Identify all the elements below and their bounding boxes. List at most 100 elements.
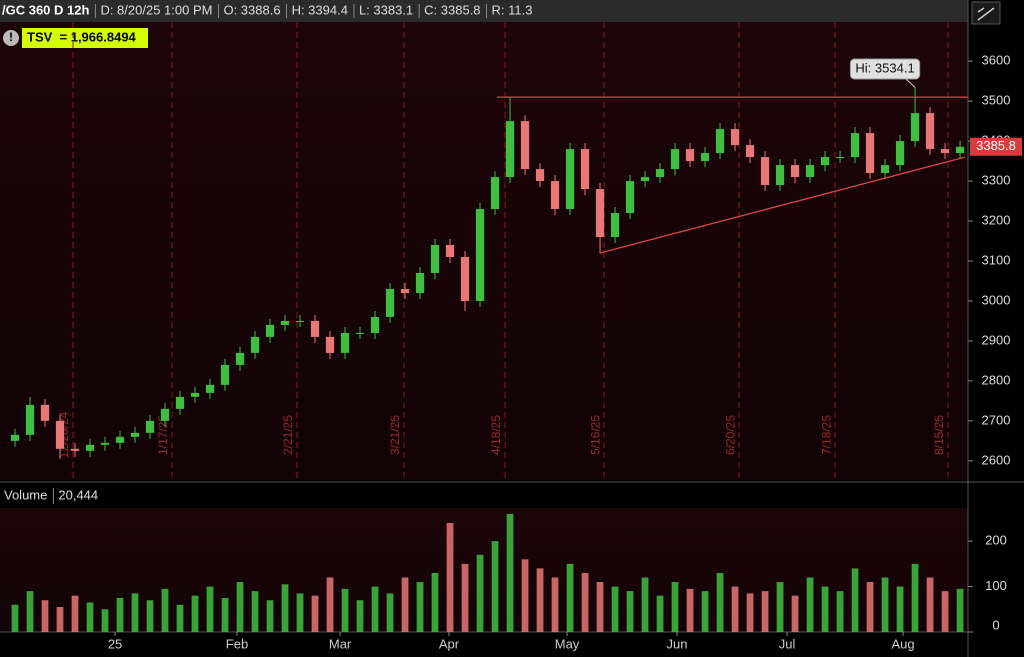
candle-body (715, 129, 725, 154)
candle-body (520, 121, 530, 170)
y-tick-label: 3100 (982, 252, 1011, 267)
draw-tool-button[interactable] (971, 1, 1001, 25)
volume-bar (656, 595, 664, 632)
x-tick-label: Jul (779, 636, 796, 651)
volume-bar (776, 582, 784, 632)
volume-bar (881, 577, 889, 632)
date-marker-label: 2/21/25 (281, 415, 295, 455)
x-tick-label: Feb (226, 636, 248, 651)
volume-bar (446, 522, 454, 632)
candle-body (250, 336, 260, 353)
volume-bar (161, 588, 169, 632)
date-marker-label: 6/20/25 (723, 415, 737, 455)
candle-body (265, 324, 275, 337)
volume-bar (11, 604, 19, 632)
candle-body (775, 165, 785, 186)
volume-bar (386, 593, 394, 632)
high-pointer (904, 77, 916, 88)
candle-body (25, 404, 35, 435)
volume-bar (326, 577, 334, 632)
volume-bar (86, 602, 94, 632)
candle-body (955, 146, 965, 154)
date-marker-label: 4/18/25 (489, 415, 503, 455)
volume-bar (146, 600, 154, 632)
header-info: C: 3385.8 (424, 2, 480, 17)
volume-bar (431, 572, 439, 632)
volume-bar (416, 582, 424, 632)
candle-body (445, 245, 455, 257)
candle-body (100, 442, 110, 445)
candle-body (190, 392, 200, 397)
volume-bar (551, 577, 559, 632)
volume-bar (101, 609, 109, 632)
volume-bar (791, 595, 799, 632)
candle-body (235, 352, 245, 365)
volume-bar (626, 591, 634, 632)
y-tick-label: 2900 (982, 332, 1011, 347)
x-tick-label: Aug (891, 636, 914, 651)
volume-bar (461, 563, 469, 632)
indicator-value: TSV = 1,966.8494 (27, 29, 137, 44)
volume-bar (896, 586, 904, 632)
candle-body (355, 332, 365, 334)
volume-bar (941, 591, 949, 632)
y-tick-label: 100 (985, 578, 1007, 593)
candle-body (85, 444, 95, 451)
x-tick-label: Mar (329, 636, 352, 651)
volume-bar (521, 559, 529, 632)
candle-body (130, 432, 140, 437)
y-tick-label: 0 (992, 617, 999, 632)
y-tick-label: 3500 (982, 93, 1011, 108)
volume-bar (56, 607, 64, 632)
candle-body (175, 396, 185, 409)
date-marker-label: 8/15/25 (932, 415, 946, 455)
date-marker-label: 1/17/25 (156, 415, 170, 455)
volume-bar (131, 593, 139, 632)
candle-body (925, 113, 935, 150)
volume-bar (611, 586, 619, 632)
candle-body (55, 420, 65, 449)
candle-body (910, 113, 920, 142)
candle-body (580, 149, 590, 190)
high-label: Hi: 3534.1 (855, 60, 914, 75)
candle-body (940, 149, 950, 154)
volume-bar (266, 600, 274, 632)
volume-bar (746, 593, 754, 632)
x-tick-label: 25 (108, 636, 122, 651)
volume-bar (806, 577, 814, 632)
volume-bar (596, 582, 604, 632)
header-info: R: 11.3 (492, 2, 533, 17)
volume-bar (356, 600, 364, 632)
alert-icon[interactable] (3, 30, 19, 46)
header-info: D: 8/20/25 1:00 PM (100, 2, 212, 17)
header-bar (0, 0, 968, 22)
candle-body (460, 256, 470, 301)
volume-bar (506, 513, 514, 632)
volume-bar (926, 577, 934, 632)
candle-body (670, 149, 680, 170)
candle-body (295, 320, 305, 322)
candle-body (820, 157, 830, 166)
candle-body (790, 165, 800, 178)
volume-bar (566, 563, 574, 632)
volume-bar (26, 591, 34, 632)
volume-bar (296, 593, 304, 632)
candle-body (760, 157, 770, 186)
y-tick-label: 3300 (982, 172, 1011, 187)
candle-body (865, 133, 875, 174)
candle-body (220, 364, 230, 385)
volume-bar (641, 577, 649, 632)
volume-bar (71, 595, 79, 632)
candle-body (505, 121, 515, 178)
candle-body (70, 448, 80, 451)
candle-body (370, 316, 380, 333)
candle-body (745, 145, 755, 158)
candle-body (400, 288, 410, 293)
volume-bar (176, 604, 184, 632)
candle-body (430, 245, 440, 273)
volume-bar (701, 591, 709, 632)
y-tick-label: 2800 (982, 372, 1011, 387)
volume-bar (236, 582, 244, 632)
x-tick-label: May (555, 636, 580, 651)
